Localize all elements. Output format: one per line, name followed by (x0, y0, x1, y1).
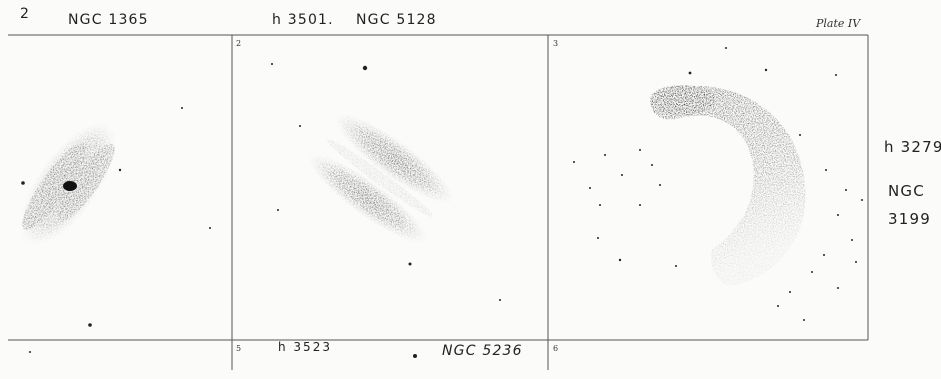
side-note-h3279: h 3279 (884, 138, 941, 156)
nebula-ngc3199 (650, 85, 806, 286)
plate-label: Plate IV (816, 17, 861, 30)
note-index: 2 (20, 6, 31, 22)
bottom-note-h3523: h 3523 (278, 340, 332, 354)
side-note-3199: 3199 (888, 210, 931, 228)
panel-number-6: 6 (553, 344, 559, 353)
star-field (21, 47, 863, 358)
note-h3501: h 3501. (272, 12, 334, 28)
note-ngc5128: NGC 5128 (356, 12, 437, 28)
panel-number-2: 2 (236, 39, 242, 48)
bottom-note-ngc5236: NGC 5236 (442, 343, 523, 359)
panel-number-5: 5 (236, 344, 242, 353)
galaxy-ngc1365-core (63, 181, 77, 191)
panel-grid-lines (8, 34, 869, 370)
side-note-ngc: NGC (888, 182, 925, 200)
panel-number-3: 3 (553, 39, 559, 48)
galaxy-ngc5128 (308, 113, 454, 244)
note-ngc1365: NGC 1365 (68, 12, 149, 28)
